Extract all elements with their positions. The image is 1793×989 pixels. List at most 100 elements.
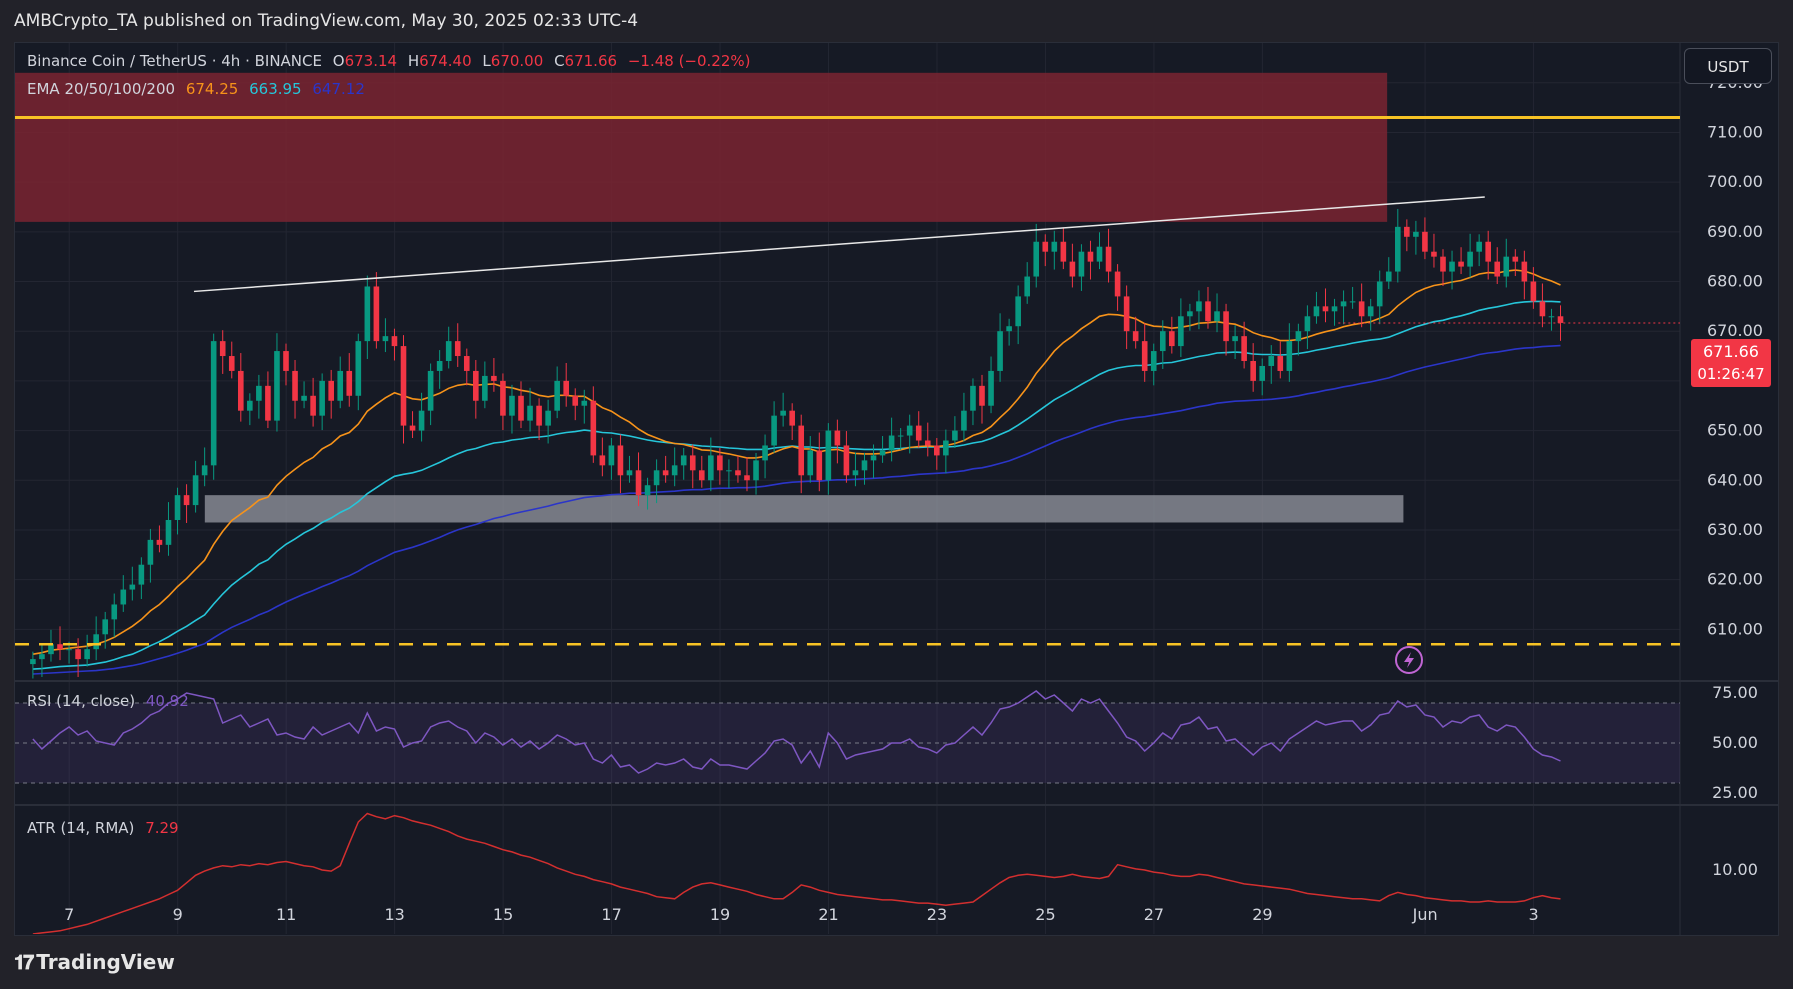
candle-body [1385,271,1392,282]
candle-body [762,445,768,461]
x-tick-label: 15 [493,905,513,924]
candle-body [500,380,506,416]
candle-body [563,380,570,396]
candle-body [1259,365,1266,381]
candle-body [825,430,832,481]
candle-body [75,649,81,660]
logo-text: TradingView [36,950,175,974]
candle-body [1051,241,1058,252]
candle-body [165,520,172,545]
publisher-line: AMBCrypto_TA published on TradingView.co… [14,11,639,31]
candle-body [1241,336,1247,361]
candle-body [1485,241,1491,262]
candle-body [192,475,199,506]
candle-body [1422,231,1428,252]
candle-body [265,385,271,421]
candle-body [644,485,651,496]
candle-body [1123,296,1130,332]
x-tick-label: 23 [927,905,947,924]
candle-body [1358,301,1365,317]
atr-line [32,812,1561,934]
currency-button[interactable]: USDT [1684,48,1772,84]
candle-body [156,539,163,545]
candle-body [970,385,976,411]
candle-body [635,470,642,496]
candle-body [861,460,868,471]
atr-legend: ATR (14, RMA) 7.29 [27,819,185,837]
tradingview-logo[interactable]: 𝟏𝟕 TradingView [14,950,175,974]
candle-body [780,410,786,416]
candle-body [1394,226,1401,272]
candle-body [852,470,859,476]
ema20-line [32,269,1561,655]
candle-body [934,445,940,456]
candle-body [1141,341,1148,371]
symbol-legend: Binance Coin / TetherUS · 4h · BINANCE O… [27,52,757,70]
candle-body [454,341,461,357]
candle-body [283,351,289,371]
candle-body [680,455,687,466]
candle-body [1114,271,1121,297]
x-tick-label: Jun [1412,905,1438,924]
open-label: O673.14 [332,52,398,70]
support-zone [204,495,1404,523]
candle-body [427,370,434,411]
ema-legend: EMA 20/50/100/200 674.25 663.95 647.12 [27,80,371,98]
resistance-zone [15,72,1388,222]
candle-body [57,644,63,650]
candle-body [228,356,235,371]
candle-body [1376,281,1383,307]
candle-body [328,380,334,401]
candle-body [717,455,723,471]
candle-body [1024,276,1030,297]
candle-body [1214,311,1220,322]
x-tick-label: 7 [64,905,74,924]
ema50-value: 663.95 [249,80,302,98]
ema50-line [32,300,1561,670]
candle-body [753,460,759,481]
candle-body [1349,301,1356,303]
open-value: 673.14 [344,52,398,70]
y-tick-label: 710.00 [1707,122,1763,141]
candle-body [1431,251,1437,257]
candle-body [201,465,208,476]
low-value: 670.00 [490,52,544,70]
candle-body [1458,261,1464,267]
candle-body [1078,251,1085,277]
candle-body [1304,316,1311,332]
candle-body [364,286,371,342]
candle-body [409,425,416,431]
candle-body [1476,241,1482,252]
candle-body [1530,281,1537,302]
candle-body [988,370,994,406]
symbol-name: Binance Coin / TetherUS · 4h · BINANCE [27,52,322,70]
candle-body [834,430,841,446]
candle-body [843,445,850,476]
candle-body [147,539,154,565]
y-tick-label: 630.00 [1707,520,1763,539]
candle-body [1557,316,1564,323]
candle-body [1132,331,1139,342]
candle-body [1096,246,1103,262]
candle-body [382,336,389,342]
candle-body [183,495,190,506]
candle-body [1503,256,1510,277]
candle-body [943,440,949,456]
x-tick-label: 25 [1035,905,1055,924]
candle-body [888,435,895,451]
candle-body [129,584,136,590]
candle-body [626,470,633,476]
candle-body [473,370,479,401]
candle-body [1512,256,1519,262]
candle-body [256,385,262,401]
rsi-label: RSI (14, close) [27,692,136,710]
y-tick-label: 650.00 [1707,421,1763,440]
x-tick-label: 17 [601,905,621,924]
rsi-tick-label: 50.00 [1712,733,1758,752]
candle-body [1440,256,1446,272]
rsi-tick-label: 25.00 [1712,783,1758,802]
alert-lightning-icon[interactable] [1395,646,1423,674]
candle-body [1277,356,1284,371]
candle-body [292,370,298,401]
